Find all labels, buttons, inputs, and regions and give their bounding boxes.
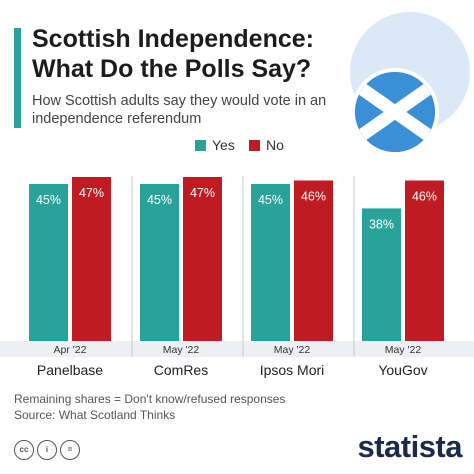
bar-yes-comres [140,183,179,341]
legend-item-yes: Yes [195,136,235,154]
chart-legend: Yes No [0,136,474,154]
data-label: 45% [258,193,283,207]
bar-no-ipsos-mori [294,180,333,341]
bar-no-panelbase [72,177,111,341]
category-label: Ipsos Mori [260,362,325,378]
license-icons: cc i = [14,440,83,462]
bar-yes-ipsos-mori [251,183,290,341]
data-label: 38% [369,217,394,231]
category-label: Panelbase [37,362,103,378]
period-label: May '22 [385,344,422,356]
data-label: 45% [36,193,61,207]
legend-item-no: No [249,136,284,154]
legend-swatch-yes [195,140,206,151]
bar-yes-panelbase [29,183,68,341]
period-label: Apr '22 [54,344,87,356]
note-source: Source: What Scotland Thinks [14,408,176,422]
data-label: 47% [190,186,215,200]
bar-yes-yougov [362,208,401,341]
period-label: May '22 [274,344,311,356]
data-label: 47% [79,186,104,200]
note-remaining-shares: Remaining shares = Don't know/refused re… [14,392,286,406]
cc-icon[interactable]: cc [14,440,34,460]
period-band [0,341,474,357]
bar-no-comres [183,177,222,341]
data-label: 46% [412,189,437,203]
chart-notes: Remaining shares = Don't know/refused re… [14,391,285,423]
equals-icon[interactable]: = [60,440,80,460]
legend-label-yes: Yes [212,137,235,153]
scotland-flag-icon [355,72,435,152]
info-icon[interactable]: i [37,440,57,460]
bar-no-yougov [405,180,444,341]
category-label: YouGov [378,362,427,378]
category-label: ComRes [154,362,208,378]
chart-subtitle: How Scottish adults say they would vote … [32,93,327,127]
title-accent-bar [14,28,21,128]
legend-swatch-no [249,140,260,151]
legend-label-no: No [266,137,284,153]
data-label: 45% [147,193,172,207]
bar-chart: 45% 47% Apr '22 Panelbase 45% 47% May '22 ComRe… [29,176,444,378]
statista-logo[interactable]: statista [357,429,462,464]
period-label: May '22 [163,344,200,356]
chart-title: Scottish Independence: What Do the Polls… [32,25,314,83]
data-label: 46% [301,189,326,203]
